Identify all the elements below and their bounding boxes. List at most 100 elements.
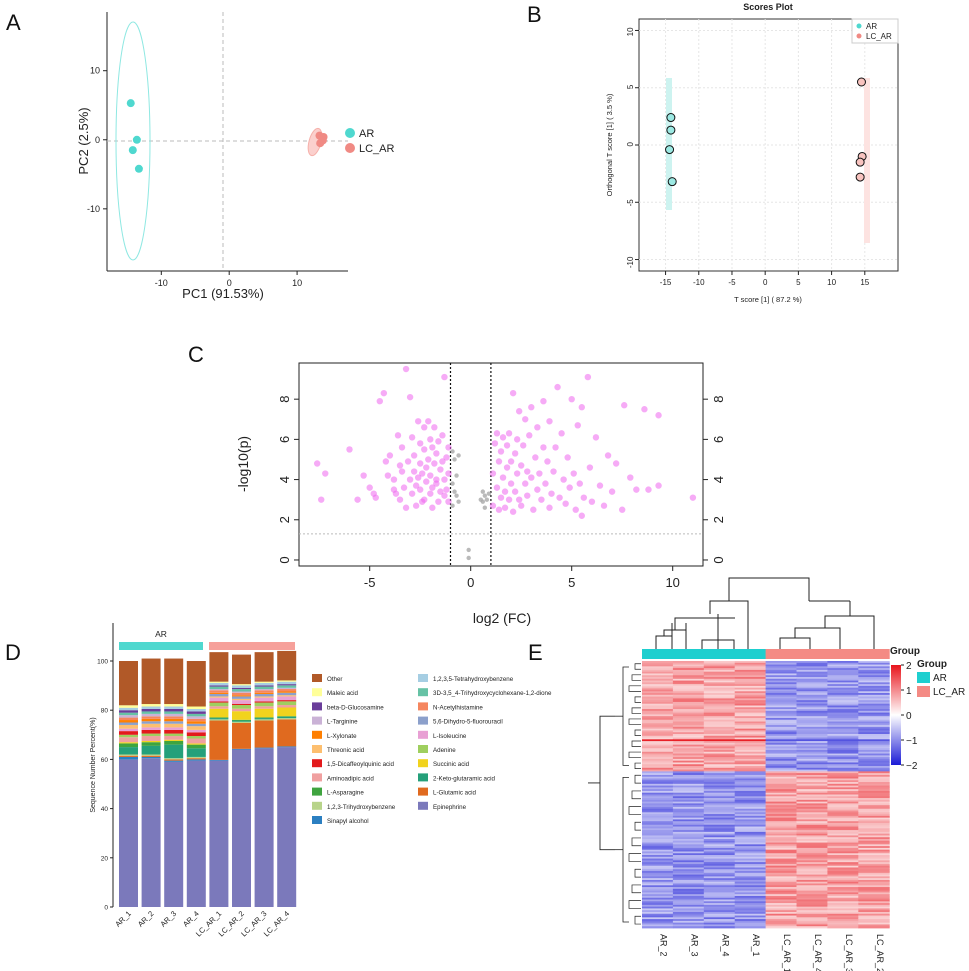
c-point-sig [546, 504, 553, 511]
e-heatmap-cell [672, 728, 705, 731]
e-heatmap-cell [642, 694, 674, 697]
e-heatmap-cell [827, 833, 859, 836]
c-point-sig [530, 506, 537, 513]
c-point-sig [612, 460, 620, 467]
e-heatmap-cell [703, 735, 736, 738]
e-heatmap-cell [765, 808, 797, 811]
d-bar-segment [277, 695, 297, 697]
c-point-sig [534, 486, 541, 493]
e-heatmap-cell [703, 908, 736, 911]
e-heatmap-cell [642, 733, 674, 737]
e-heatmap-cell [796, 778, 828, 781]
a-xtick-label: 0 [227, 278, 232, 288]
e-heatmap-cell [858, 901, 890, 904]
e-heatmap-cell [765, 710, 797, 714]
e-heatmap-cell [672, 824, 705, 827]
d-bar-segment [232, 692, 251, 696]
e-heatmap-cell [642, 666, 674, 669]
e-heatmap-cell [672, 892, 705, 895]
e-heatmap-cell [642, 924, 674, 927]
e-heatmap-cell [703, 901, 736, 904]
e-heatmap-cell [858, 844, 890, 847]
c-point-sig [429, 444, 436, 451]
b-legend-ar-marker [856, 23, 862, 29]
e-heatmap-cell [642, 721, 674, 724]
e-heatmap-cell [796, 790, 828, 794]
e-heatmap-cell [672, 799, 705, 803]
c-point-sig [655, 412, 662, 419]
e-heatmap-cell [703, 869, 736, 872]
e-heatmap-cell [796, 805, 828, 808]
e-heatmap-cell [734, 871, 767, 874]
e-column-label: LC_AR_3 [844, 934, 854, 971]
d-bar-segment [119, 724, 138, 729]
e-heatmap-cell [672, 812, 705, 815]
e-heatmap-cell [642, 839, 674, 842]
e-heatmap-cell [703, 871, 736, 874]
e-heatmap-cell [703, 725, 736, 728]
d-bar-segment [232, 696, 251, 699]
d-bar-segment [186, 706, 206, 709]
c-point-sig [445, 470, 452, 477]
d-legend-label: L-Asparagine [327, 790, 364, 797]
e-heatmap-cell [827, 776, 859, 779]
e-heatmap-cell [796, 869, 828, 872]
e-heatmap-cell [827, 815, 859, 819]
e-heatmap-cell [796, 814, 828, 817]
c-point-ns [480, 489, 486, 494]
d-bar-segment [277, 746, 297, 748]
e-heatmap-cell [858, 733, 890, 737]
e-heatmap-cell [734, 926, 767, 929]
e-heatmap-cell [672, 773, 705, 776]
e-row-dendro-branch [622, 666, 629, 766]
e-heatmap-cell [858, 855, 890, 858]
c-point-sig [552, 444, 559, 451]
e-heatmap-cell [858, 876, 890, 879]
e-heatmap-cell [734, 828, 767, 831]
e-heatmap-cell [765, 869, 797, 872]
d-legend-label: L-Xylonate [327, 733, 357, 740]
a-xlabel: PC1 (91.53%) [182, 286, 264, 301]
e-heatmap-cell [642, 846, 674, 849]
e-heatmap-cell [858, 810, 890, 813]
e-heatmap-cell [642, 675, 674, 678]
e-heatmap-cell [703, 817, 736, 820]
e-heatmap-cell [796, 719, 828, 722]
e-heatmap-cell [858, 782, 890, 785]
e-heatmap-cell [734, 906, 767, 909]
e-heatmap-cell [796, 862, 828, 865]
c-point-sig [513, 470, 521, 477]
e-heatmap-cell [796, 858, 828, 861]
c-point-sig [386, 452, 394, 459]
e-heatmap-cell [642, 842, 674, 845]
e-heatmap-cell [827, 908, 859, 911]
e-heatmap-cell [858, 751, 890, 754]
e-heatmap-cell [703, 865, 736, 868]
b-title: Scores Plot [743, 2, 793, 12]
e-heatmap-cell [827, 733, 859, 737]
e-heatmap-cell [765, 897, 797, 900]
e-heatmap-cell [827, 771, 859, 774]
e-heatmap-cell [858, 924, 890, 927]
c-point-sig [441, 492, 448, 499]
e-heatmap-cell [642, 812, 674, 815]
c-point-sig [322, 470, 329, 477]
d-bar-segment [232, 705, 251, 709]
c-point-sig [560, 476, 567, 483]
e-heatmap-cell [858, 696, 890, 699]
e-heatmap-cell [765, 760, 797, 763]
d-legend-swatch [418, 702, 428, 711]
c-point-sig [499, 434, 507, 441]
e-heatmap-cell [734, 687, 767, 690]
c-point-sig [423, 478, 430, 485]
e-heatmap-cell [827, 760, 859, 763]
c-point-sig [528, 404, 535, 411]
e-heatmap-cell [642, 677, 674, 680]
e-heatmap-cell [703, 730, 736, 733]
e-heatmap-cell [796, 865, 828, 868]
c-point-sig [540, 444, 547, 451]
e-heatmap-cell [703, 903, 736, 906]
e-heatmap-cell [703, 826, 736, 829]
e-heatmap-cell [734, 796, 767, 799]
e-heatmap-cell [734, 894, 767, 897]
